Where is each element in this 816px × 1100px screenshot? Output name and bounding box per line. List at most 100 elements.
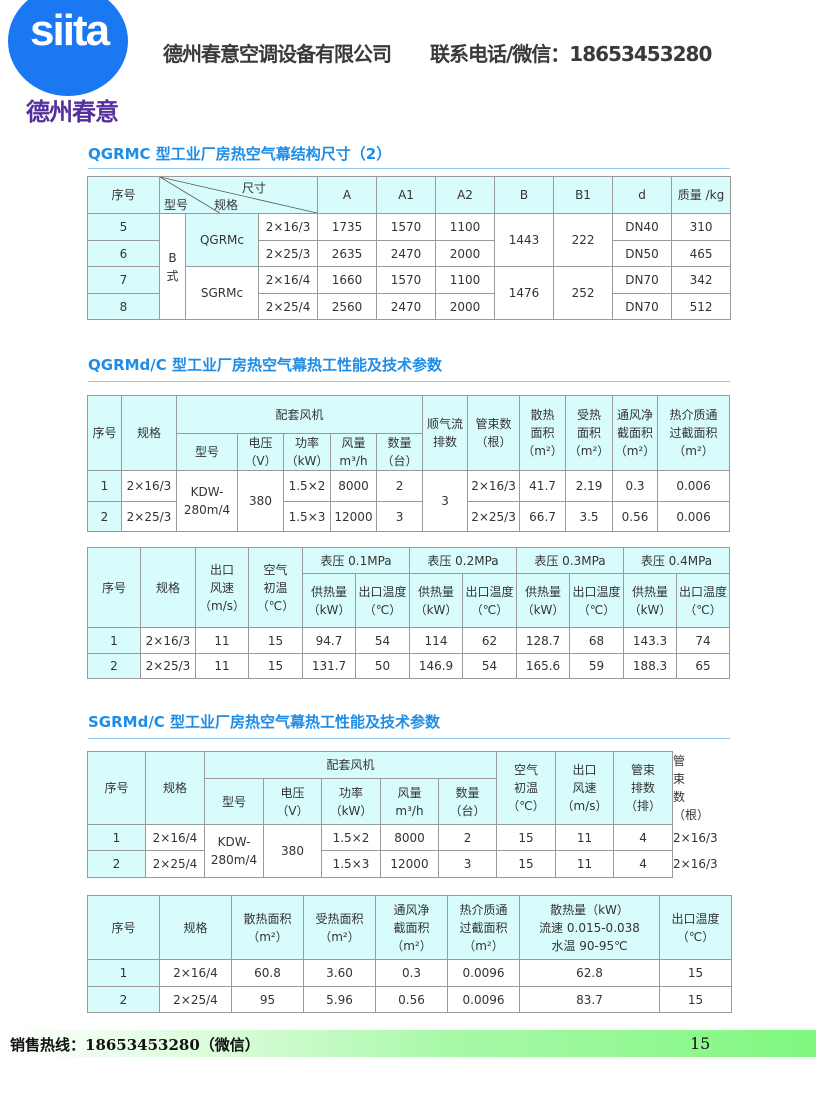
header-cell: 风量 m³/h — [330, 433, 377, 471]
table-cell: KDW- 280m/4 — [204, 824, 264, 878]
table-cell: 2×25/4 — [257, 293, 319, 320]
sgrm-fan-params-table: 序号 规格 配套风机 空气 初温 （℃） 出口 风速 （m/s） 管束 排数 （排） 管束数… — [87, 750, 718, 878]
table-cell: 2470 — [376, 240, 437, 267]
header-cell: 序号 — [87, 395, 122, 471]
table-cell: 6 — [87, 240, 160, 267]
header-row: 序号 规格 出口 风速 （m/s） 空气 初温 （℃） 表压 0.1MPa 表压 0.2M… — [87, 547, 730, 628]
table-cell: 83.7 — [519, 986, 660, 1013]
qgrm-fan-params-table: 序号 规格 配套风机 顺气流 排数 管束数 （根） 散热 面积 （m²） 受热 面积 （m²… — [87, 395, 731, 532]
table-cell: 0.56 — [612, 501, 659, 532]
table-cell: 114 — [409, 627, 463, 654]
table-cell: 5.96 — [303, 986, 376, 1013]
header-row: 序号 规格 配套风机 空气 初温 （℃） 出口 风速 （m/s） 管束 排数 （排） 管束数… — [87, 750, 709, 825]
header-cell: 表压 0.1MPa — [302, 547, 410, 574]
table-cell: 0.56 — [375, 986, 448, 1013]
table-cell: 8 — [87, 293, 160, 320]
table-cell: 1 — [87, 470, 122, 502]
table-cell: 465 — [671, 240, 732, 267]
table-cell: 15 — [659, 959, 732, 987]
header-cell: 功率 （kW） — [283, 433, 331, 471]
section-title: QGRMC 型工业厂房热空气幕结构尺寸（2） — [88, 145, 392, 163]
header-cell: 数量 （台） — [437, 778, 498, 825]
header-cell: 风量 m³/h — [380, 778, 439, 825]
table-row: 2 2×25/4 1.5×3 12000 3 15 11 4 2×16/3 — [87, 850, 718, 878]
header-cell: 质量 /kg — [671, 176, 732, 214]
table-cell: 188.3 — [623, 653, 677, 679]
table-cell: 2×16/4 — [257, 266, 319, 294]
table-cell: 11 — [555, 850, 615, 878]
table-cell: 4 — [613, 824, 674, 851]
sales-hotline: 销售热线：18653453280（微信） — [10, 1036, 260, 1054]
header-cell: 通风净 截面积 （m²） — [375, 895, 448, 960]
table-cell: 41.7 — [519, 470, 567, 502]
table-cell: 59 — [569, 653, 624, 679]
table-cell: 2470 — [376, 293, 437, 320]
header-cell: 供热量 （kW） — [409, 573, 463, 628]
section-title: QGRMd/C 型工业厂房热空气幕热工性能及技术参数 — [88, 356, 442, 374]
table-cell: 54 — [462, 653, 517, 679]
table-cell: 54 — [355, 627, 410, 654]
table-cell: 2×25/3 — [121, 501, 177, 532]
table-cell: 1660 — [317, 266, 378, 294]
table-cell: DN40 — [612, 213, 673, 241]
table-cell: 2×16/4 — [159, 959, 232, 987]
header-cell: 供热量 （kW） — [302, 573, 356, 628]
table-cell: 0.006 — [657, 501, 731, 532]
table-cell: 12000 — [380, 850, 439, 878]
table-cell: 2 — [87, 653, 141, 679]
table-cell: 15 — [496, 824, 557, 851]
table-cell: 2 — [375, 470, 424, 502]
header-cell: 表压 0.4MPa — [623, 547, 730, 574]
header-cell: 序号 — [87, 751, 146, 825]
table-cell: 1.5×2 — [321, 824, 381, 851]
header-cell: 顺气流 排数 — [422, 395, 469, 471]
divider — [88, 738, 730, 739]
table-cell: 0.3 — [612, 470, 659, 502]
table-cell: 380 — [263, 824, 322, 878]
header-cell: 散热 面积 （m²） — [519, 395, 567, 471]
table-cell: 2635 — [317, 240, 378, 267]
table-cell: 146.9 — [409, 653, 463, 679]
header-cell: 散热面积 （m²） — [231, 895, 304, 960]
header-cell: 散热量（kW） 流速 0.015-0.038 水温 90-95℃ — [519, 895, 660, 960]
header-cell: 受热 面积 （m²） — [565, 395, 614, 471]
table-cell: 8000 — [380, 824, 439, 851]
table-cell: 2×16/4 — [145, 824, 205, 851]
table-cell: 3 — [437, 850, 498, 878]
table-cell: 2×25/4 — [145, 850, 205, 878]
header-cell: B — [494, 176, 555, 214]
qgrm-heat-performance-table: 序号 规格 出口 风速 （m/s） 空气 初温 （℃） 表压 0.1MPa 表压 0.2M… — [87, 547, 730, 679]
table-cell: 50 — [355, 653, 410, 679]
header-row: 序号 规格 配套风机 顺气流 排数 管束数 （根） 散热 面积 （m²） 受热 面积 （m²… — [87, 395, 731, 471]
table-cell: 128.7 — [516, 627, 570, 654]
table-cell: 165.6 — [516, 653, 570, 679]
section-title: SGRMd/C 型工业厂房热空气幕热工性能及技术参数 — [88, 713, 441, 731]
header-cell: 空气 初温 （℃） — [496, 751, 557, 825]
table-cell: 1.5×2 — [283, 470, 331, 502]
header-cell: 出口 风速 （m/s） — [555, 751, 615, 825]
table-cell: 11 — [195, 627, 249, 654]
table-cell: 2×16/3 — [140, 627, 196, 654]
header-row: 序号 尺寸 型号 规格 A A1 A2 B B1 d 质量 /kg — [87, 176, 732, 214]
table-cell: QGRMc — [185, 213, 259, 267]
header-cell: 通风净 截面积 （m²） — [612, 395, 659, 471]
header-cell: 出口温度 （℃） — [659, 895, 732, 960]
header-cell: 管束数 （根） — [467, 395, 521, 471]
table-cell: 2×16/3 — [121, 470, 177, 502]
table-cell: 2 — [437, 824, 498, 851]
table-cell: 1 — [87, 959, 160, 987]
header-cell: 出口温度 （℃） — [676, 573, 730, 628]
table-cell: 1100 — [435, 266, 496, 294]
table-cell: 143.3 — [623, 627, 677, 654]
header-cell: B1 — [553, 176, 614, 214]
table-row: 7 SGRMc 2×16/4 1660 1570 1100 1476 252 DN70 342 — [87, 266, 732, 320]
header-cell: 规格 — [140, 547, 196, 628]
header-cell: 规格 — [121, 395, 177, 471]
table-cell: 2×16/3 — [257, 213, 319, 241]
table-cell: 12000 — [330, 501, 377, 532]
header-cell: 供热量 （kW） — [516, 573, 570, 628]
table-cell: 5 — [87, 213, 160, 241]
table-cell: DN50 — [612, 240, 673, 267]
header-cell: 数量 （台） — [375, 433, 424, 471]
